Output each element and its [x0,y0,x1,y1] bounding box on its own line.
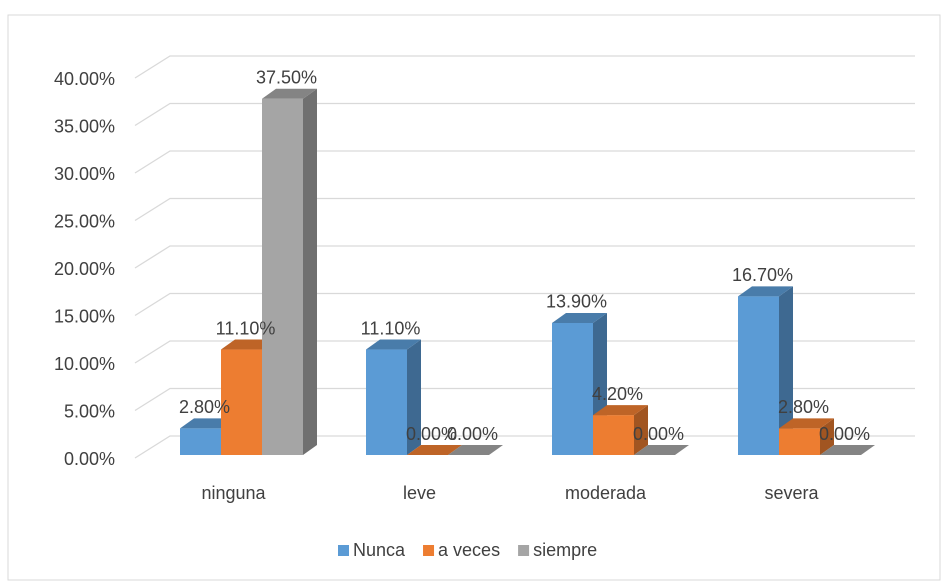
bar-front [180,428,221,455]
bar-top [779,418,834,429]
bar-front [262,98,303,455]
value-label: 13.90% [546,292,607,312]
bar-top [407,445,462,455]
bar-top [820,445,875,455]
grid-line [134,55,915,79]
value-label: 2.80% [778,397,829,417]
value-label: 4.20% [592,384,643,404]
legend-swatch [423,545,435,556]
bar [634,445,689,455]
bar-top [366,339,421,350]
value-label: 2.80% [179,397,230,417]
y-tick-label: 40.00% [54,69,115,89]
bar-top [552,312,607,323]
legend-label: siempre [533,540,597,560]
y-tick-label: 0.00% [64,449,115,469]
x-tick-label: ninguna [201,483,266,503]
bar-side [634,405,648,455]
bar-front [366,349,407,455]
y-tick-label: 30.00% [54,164,115,184]
y-tick-label: 20.00% [54,259,115,279]
grid-line [134,340,915,364]
y-tick-label: 5.00% [64,401,115,421]
bar-side [820,418,834,455]
grid-line [134,245,915,269]
bar [779,418,834,455]
bar [407,445,462,455]
grid-line [134,435,915,459]
bar [820,445,875,455]
value-label: 0.00% [633,424,684,444]
bar-top [262,88,317,99]
x-tick-label: leve [403,483,436,503]
grid-line [134,197,915,222]
bar-front [552,322,593,455]
bar-side [407,339,421,455]
bar [448,445,503,455]
bar-front [738,296,779,455]
grid-line [134,102,915,127]
value-label: 0.00% [819,424,870,444]
bar-front [779,428,820,455]
bar [366,339,421,455]
value-label: 0.00% [406,424,457,444]
bar-top [634,445,689,455]
legend-swatch [518,545,530,556]
legend-label: a veces [438,540,500,560]
grid-line [134,387,915,412]
bar-top [593,405,648,416]
value-label: 0.00% [447,424,498,444]
bar-side [303,88,317,455]
value-label: 37.50% [256,68,317,88]
value-label: 16.70% [732,265,793,285]
bar-top [448,445,503,455]
legend-swatch [338,545,349,556]
grid-line [134,292,915,317]
y-tick-label: 35.00% [54,116,115,136]
x-tick-label: moderada [565,483,647,503]
x-tick-label: severa [764,483,819,503]
legend-label: Nunca [353,540,406,560]
value-label: 11.10% [216,318,276,338]
bar [738,286,793,455]
y-tick-label: 15.00% [54,306,115,326]
value-label: 11.10% [361,318,421,338]
y-tick-label: 10.00% [54,354,115,374]
bar [262,88,317,455]
bar-front [593,415,634,455]
bar-top [738,286,793,297]
bar [593,405,648,455]
bar-front [221,349,262,455]
grid-line [134,150,915,174]
bar-side [779,286,793,455]
y-tick-label: 25.00% [54,211,115,231]
